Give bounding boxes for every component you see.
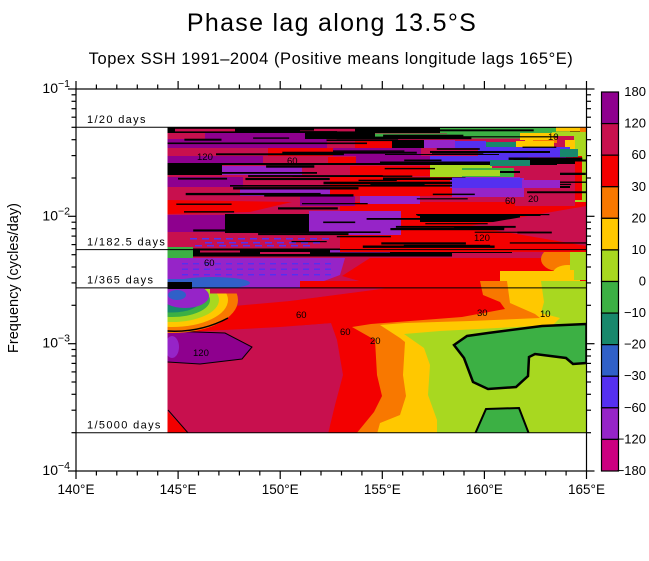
svg-text:0: 0 xyxy=(639,274,646,289)
svg-text:20: 20 xyxy=(528,194,539,205)
svg-text:10: 10 xyxy=(42,80,58,96)
svg-text:140°E: 140°E xyxy=(58,482,95,497)
svg-text:−120: −120 xyxy=(617,431,646,446)
svg-text:30: 30 xyxy=(477,308,488,319)
svg-text:60: 60 xyxy=(632,147,646,162)
svg-text:1/5000 days: 1/5000 days xyxy=(87,420,162,432)
svg-text:60: 60 xyxy=(340,327,351,338)
svg-text:Frequency (cycles/day): Frequency (cycles/day) xyxy=(6,203,22,353)
svg-text:−20: −20 xyxy=(624,337,646,352)
svg-text:150°E: 150°E xyxy=(262,482,299,497)
svg-text:120: 120 xyxy=(197,152,213,163)
svg-text:−180: −180 xyxy=(617,463,646,478)
svg-text:−4: −4 xyxy=(58,460,70,472)
svg-text:−10: −10 xyxy=(624,305,646,320)
svg-text:120: 120 xyxy=(193,348,209,359)
svg-text:10: 10 xyxy=(42,462,58,478)
svg-text:−2: −2 xyxy=(58,205,70,217)
svg-text:−30: −30 xyxy=(624,368,646,383)
svg-text:60: 60 xyxy=(287,156,298,167)
svg-text:120: 120 xyxy=(474,233,490,244)
svg-text:Topex SSH 1991–2004 (Positive: Topex SSH 1991–2004 (Positive means long… xyxy=(89,50,574,68)
svg-text:20: 20 xyxy=(370,336,381,347)
svg-text:10: 10 xyxy=(42,335,58,351)
svg-text:1/365 days: 1/365 days xyxy=(87,275,154,287)
svg-text:−1: −1 xyxy=(58,78,70,90)
svg-text:60: 60 xyxy=(296,310,307,321)
svg-text:1/182.5 days: 1/182.5 days xyxy=(87,236,166,248)
svg-text:−3: −3 xyxy=(58,333,70,345)
svg-text:30: 30 xyxy=(632,179,646,194)
svg-text:60: 60 xyxy=(505,196,516,207)
svg-text:120: 120 xyxy=(624,116,646,131)
svg-text:160°E: 160°E xyxy=(466,482,503,497)
svg-text:10: 10 xyxy=(632,242,646,257)
svg-text:−60: −60 xyxy=(624,400,646,415)
svg-text:10: 10 xyxy=(540,309,551,320)
svg-text:60: 60 xyxy=(204,258,215,269)
svg-text:10: 10 xyxy=(548,132,559,143)
svg-text:180: 180 xyxy=(624,84,646,99)
svg-text:165°E: 165°E xyxy=(568,482,605,497)
svg-text:145°E: 145°E xyxy=(160,482,197,497)
svg-text:20: 20 xyxy=(632,210,646,225)
svg-text:1/20 days: 1/20 days xyxy=(87,114,147,126)
svg-text:155°E: 155°E xyxy=(364,482,401,497)
svg-text:10: 10 xyxy=(42,207,58,223)
svg-text:Phase lag along 13.5°S: Phase lag along 13.5°S xyxy=(187,9,477,37)
